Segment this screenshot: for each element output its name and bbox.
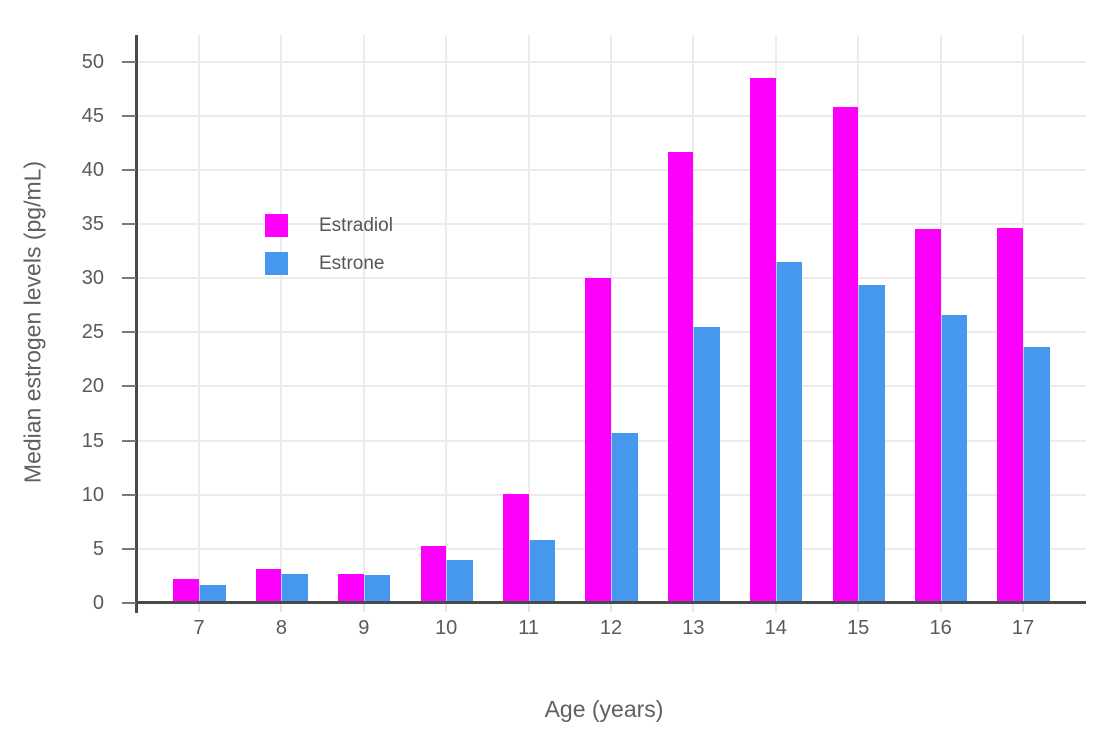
y-axis-line: [135, 35, 138, 613]
x-tick-mark: [280, 604, 283, 612]
y-tick-label: 0: [92, 592, 104, 614]
y-tick-mark: [122, 60, 136, 63]
bar-estrone-age-7: [199, 584, 226, 603]
estradiol-swatch-icon: [265, 214, 288, 237]
x-tick-mark: [857, 604, 860, 612]
y-tick-label: 20: [81, 375, 104, 398]
x-tick-mark: [692, 604, 695, 612]
x-tick-label: 14: [764, 617, 787, 639]
bar-estrone-age-14: [775, 261, 803, 603]
v-gridline: [198, 35, 200, 603]
y-tick-mark: [122, 602, 136, 604]
bar-estrone-age-8: [281, 573, 308, 603]
v-gridline: [445, 35, 448, 603]
x-tick-label: 9: [358, 617, 370, 639]
y-tick-label: 50: [81, 50, 104, 73]
y-tick-label: 15: [81, 429, 104, 452]
x-tick-label: 15: [847, 617, 870, 639]
y-tick-label: 5: [92, 537, 104, 560]
x-tick-label: 7: [193, 617, 205, 639]
legend: Estradiol Estrone: [265, 214, 393, 290]
y-tick-label: 30: [81, 267, 104, 290]
x-tick-label: 12: [599, 617, 623, 639]
bar-estrone-age-10: [446, 559, 473, 603]
x-tick-mark: [610, 604, 612, 612]
x-tick-mark: [362, 604, 365, 612]
x-tick-label: 8: [275, 617, 287, 639]
v-gridline: [362, 35, 365, 603]
x-tick-mark: [198, 604, 200, 612]
bar-estradiol-age-10: [420, 545, 447, 603]
x-tick-mark: [939, 604, 942, 612]
y-tick-label: 25: [81, 321, 104, 344]
y-tick-mark: [122, 439, 136, 442]
bar-estrone-age-11: [528, 540, 556, 603]
y-tick-label: 35: [81, 212, 104, 235]
x-tick-label: 10: [435, 617, 458, 639]
x-tick-mark: [527, 604, 530, 612]
v-gridline: [527, 35, 530, 603]
bar-estradiol-age-7: [173, 579, 199, 603]
bar-estradiol-age-12: [585, 278, 611, 603]
x-axis-line: [135, 601, 1086, 604]
bar-estrone-age-16: [940, 314, 968, 603]
bar-estradiol-age-9: [338, 573, 364, 603]
y-tick-label: 40: [81, 158, 104, 181]
y-tick-mark: [122, 331, 136, 334]
y-tick-mark: [122, 168, 136, 171]
bar-estradiol-age-8: [255, 569, 282, 603]
y-tick-mark: [122, 114, 136, 117]
bar-estrone-age-17: [1023, 347, 1050, 603]
v-gridline: [1022, 35, 1024, 603]
y-tick-label: 45: [81, 104, 104, 127]
x-tick-mark: [1022, 604, 1024, 612]
bar-estrone-age-15: [858, 284, 885, 603]
bar-estrone-age-13: [693, 326, 720, 603]
v-gridline: [280, 35, 283, 603]
legend-item-estrone: Estrone: [265, 252, 393, 275]
bar-estrone-age-9: [363, 574, 391, 603]
bar-estradiol-age-16: [915, 229, 941, 603]
x-tick-label: 17: [1011, 617, 1035, 639]
estrone-swatch-icon: [265, 252, 288, 275]
legend-item-estradiol: Estradiol: [265, 214, 393, 237]
x-tick-label: 11: [518, 617, 539, 639]
y-tick-mark: [122, 277, 136, 280]
y-tick-mark: [122, 547, 136, 550]
plot-area: [137, 35, 1086, 603]
y-tick-mark: [122, 385, 136, 388]
y-tick-mark: [122, 493, 136, 496]
x-tick-mark: [774, 604, 777, 612]
v-gridline: [610, 35, 612, 603]
v-gridline: [692, 35, 695, 603]
legend-label-estrone: Estrone: [319, 252, 385, 274]
bar-estradiol-age-13: [667, 152, 694, 603]
legend-label-estradiol: Estradiol: [319, 214, 393, 236]
x-tick-mark: [445, 604, 448, 612]
y-tick-mark: [122, 222, 136, 225]
bar-estradiol-age-15: [832, 107, 859, 603]
x-tick-label: 16: [929, 617, 952, 639]
x-tick-label: 13: [682, 617, 705, 639]
bar-estradiol-age-14: [750, 77, 776, 603]
y-tick-label: 10: [81, 483, 104, 506]
bar-estradiol-age-17: [997, 228, 1023, 603]
bar-estrone-age-12: [611, 432, 638, 603]
x-axis-title: Age (years): [544, 696, 664, 722]
bar-estradiol-age-11: [503, 493, 529, 603]
